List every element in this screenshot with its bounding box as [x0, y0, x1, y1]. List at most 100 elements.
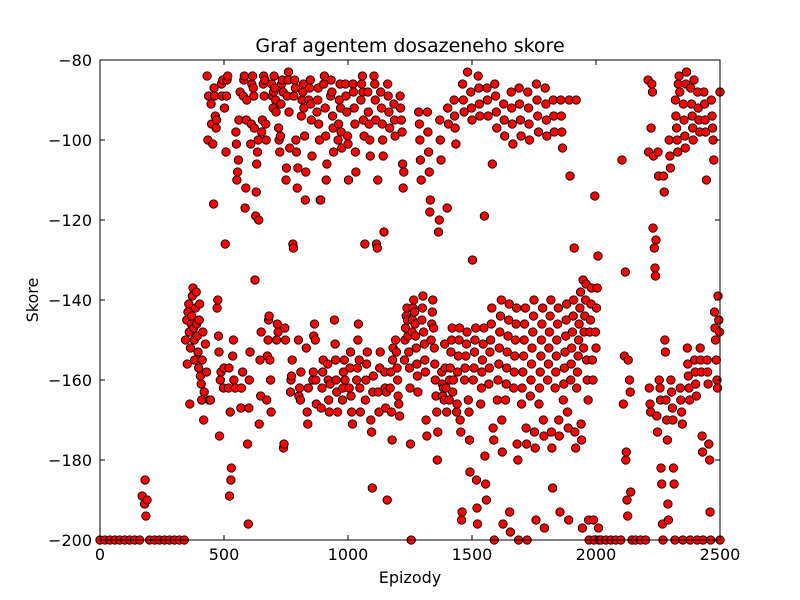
data-point — [308, 367, 318, 377]
data-point — [687, 111, 697, 121]
data-point — [567, 327, 578, 337]
data-point — [700, 127, 711, 137]
data-point — [480, 451, 490, 461]
data-point — [554, 415, 564, 425]
data-point — [547, 443, 557, 453]
data-point — [490, 79, 500, 89]
data-point — [707, 123, 718, 133]
data-point — [537, 319, 547, 329]
data-point — [208, 199, 219, 209]
data-point — [306, 115, 316, 125]
data-point — [469, 347, 480, 357]
x-tick-label: 500 — [209, 545, 240, 564]
data-point — [479, 323, 489, 333]
data-point — [523, 103, 534, 113]
data-point — [493, 375, 503, 385]
data-point — [448, 387, 458, 397]
data-point — [416, 175, 426, 185]
data-point — [394, 399, 404, 409]
data-point — [467, 115, 477, 125]
data-point — [392, 363, 402, 373]
data-point — [382, 495, 392, 505]
data-point — [226, 475, 236, 485]
data-point — [269, 71, 279, 81]
data-point — [350, 147, 361, 157]
data-point — [702, 355, 712, 365]
data-point — [427, 307, 437, 317]
data-point — [545, 311, 555, 321]
data-point — [504, 315, 514, 325]
data-point — [683, 371, 693, 381]
data-point — [512, 439, 522, 449]
x-tick-label: 2500 — [700, 545, 741, 564]
data-point — [617, 155, 627, 165]
data-point — [497, 447, 507, 457]
data-point — [389, 99, 399, 109]
data-point — [442, 203, 452, 213]
data-point — [518, 351, 529, 361]
data-point — [451, 407, 462, 417]
data-point — [378, 135, 388, 145]
data-point — [415, 135, 425, 145]
data-point — [259, 91, 269, 101]
data-point — [476, 383, 487, 393]
data-point — [242, 439, 253, 449]
data-point — [349, 103, 359, 113]
data-point — [697, 431, 707, 441]
data-point — [383, 91, 393, 101]
data-point — [252, 159, 262, 169]
data-point — [246, 139, 256, 149]
data-point — [650, 263, 660, 273]
data-point — [485, 347, 495, 357]
data-point — [396, 115, 406, 125]
data-point — [550, 383, 560, 393]
data-point — [539, 431, 549, 441]
data-point — [376, 103, 387, 113]
data-point — [685, 395, 695, 405]
data-point — [491, 107, 501, 117]
data-point — [531, 79, 542, 89]
data-point — [231, 127, 241, 137]
data-point — [275, 131, 286, 141]
data-point — [330, 355, 341, 365]
data-point — [671, 123, 682, 133]
data-point — [557, 127, 567, 137]
data-point — [703, 379, 713, 389]
data-point — [314, 119, 324, 129]
data-point — [409, 307, 420, 317]
data-point — [404, 363, 415, 373]
data-point — [360, 395, 371, 405]
data-point — [352, 375, 362, 385]
data-point — [362, 347, 372, 357]
data-point — [528, 311, 539, 321]
data-point — [211, 115, 222, 125]
data-point — [483, 111, 493, 121]
data-point — [255, 355, 265, 365]
data-point — [350, 119, 360, 129]
data-point — [373, 175, 383, 185]
data-point — [546, 427, 557, 437]
data-point — [688, 135, 698, 145]
data-point — [623, 511, 633, 521]
data-point — [575, 303, 585, 313]
data-point — [301, 167, 311, 177]
data-point — [425, 195, 435, 205]
data-point — [516, 399, 527, 409]
data-point — [376, 87, 386, 97]
data-point — [199, 415, 209, 425]
data-point — [442, 407, 452, 417]
data-point — [470, 335, 480, 345]
data-point — [393, 391, 403, 401]
data-point — [529, 427, 540, 437]
data-point — [652, 427, 663, 437]
data-point — [464, 435, 475, 445]
data-point — [691, 391, 702, 401]
data-point — [303, 419, 313, 429]
data-point — [474, 83, 484, 93]
data-point — [299, 103, 309, 113]
x-tick-label: 2000 — [576, 545, 617, 564]
data-point — [197, 355, 207, 365]
data-point — [556, 95, 566, 105]
data-point — [441, 383, 451, 393]
data-point — [503, 331, 513, 341]
